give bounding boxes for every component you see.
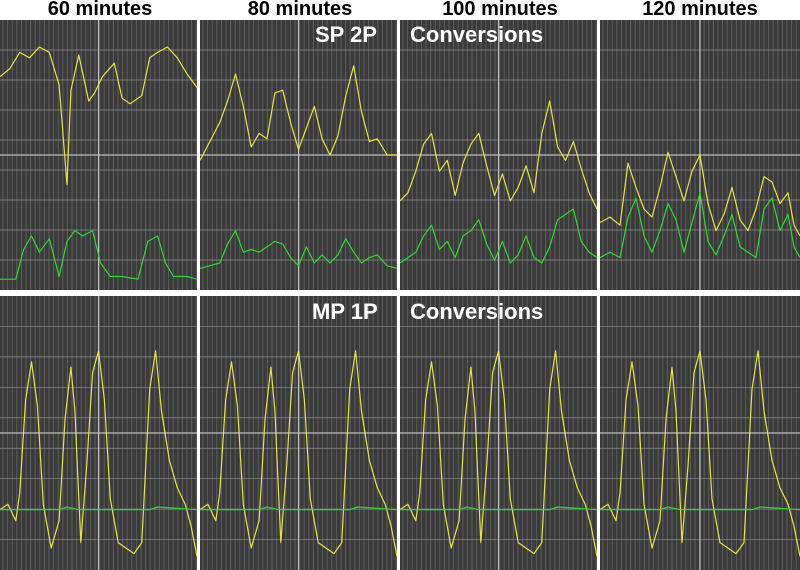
yellow-series-line: [400, 350, 597, 557]
column-title-80: 80 minutes: [247, 0, 353, 20]
column-title-120: 120 minutes: [642, 0, 758, 20]
green-series-line: [200, 506, 397, 511]
yellow-series-line: [0, 350, 197, 557]
panel-plot: [0, 296, 197, 570]
panel-plot: [600, 296, 800, 570]
yellow-series-line: [200, 350, 397, 557]
row-label-sp2p: SP 2P: [315, 22, 377, 47]
panel-mp1p-60: [0, 296, 197, 570]
panel-sp2p-60: [0, 20, 197, 290]
green-series-line: [600, 192, 800, 259]
panel-mp1p-120: [600, 296, 800, 570]
column-title-60: 60 minutes: [47, 0, 153, 20]
row-label-mp1p: MP 1P: [312, 299, 378, 324]
panel-sp2p-80: [200, 20, 397, 290]
row-label-mp1p-conversions: Conversions: [410, 299, 544, 324]
panel-plot: [200, 296, 397, 570]
panel-plot: [0, 20, 197, 290]
column-title-100: 100 minutes: [442, 0, 558, 20]
panel-sp2p-120: [600, 20, 800, 290]
panel-sp2p-100: [400, 20, 597, 290]
row-label-sp2p-conversions: Conversions: [410, 22, 544, 47]
yellow-series-line: [0, 46, 197, 186]
green-series-line: [200, 230, 397, 269]
green-series-line: [600, 506, 800, 511]
green-series-line: [400, 208, 597, 264]
panel-plot: [400, 20, 597, 290]
green-series-line: [0, 230, 197, 280]
yellow-series-line: [600, 350, 800, 557]
panel-mp1p-80: [200, 296, 397, 570]
panel-plot: [400, 296, 597, 570]
green-series-line: [0, 506, 197, 511]
panel-plot: [200, 20, 397, 290]
yellow-series-line: [600, 151, 800, 237]
green-series-line: [400, 506, 597, 511]
panel-plot: [600, 20, 800, 290]
panel-mp1p-100: [400, 296, 597, 570]
yellow-series-line: [200, 65, 397, 161]
yellow-series-line: [400, 100, 597, 210]
